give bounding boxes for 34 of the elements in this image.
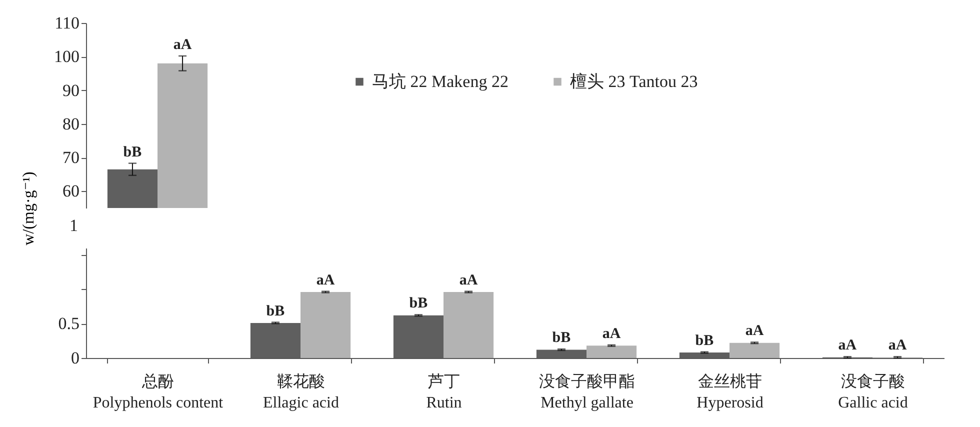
annotation: bB <box>552 330 571 346</box>
y-tick-label: 0.5 <box>58 314 80 334</box>
x-tick-label: 金丝桃苷 Hyperosid <box>696 372 764 412</box>
x-tick-label: 没食子酸 Gallic acid <box>838 372 908 412</box>
y-tick-label: 80 <box>62 114 80 134</box>
bar <box>300 292 351 358</box>
y-tick-label: 90 <box>62 80 80 100</box>
x-tick-label: 鞣花酸 Ellagic acid <box>263 372 339 412</box>
text: 1 <box>70 216 78 235</box>
legend-label: 檀头 23 Tantou 23 <box>570 72 698 91</box>
annotation: bB <box>695 332 714 349</box>
x-tick-label: 没食子酸甲酯 Methyl gallate <box>539 372 635 412</box>
annotation: bB <box>409 296 428 312</box>
legend-label: 马坑 22 Makeng 22 <box>372 72 508 91</box>
y-tick-label: 70 <box>62 148 80 168</box>
y-tick-label: 60 <box>62 182 80 201</box>
y-tick-label: 0 <box>71 348 80 368</box>
annotation: bB <box>266 303 285 320</box>
bar <box>586 346 637 358</box>
bar <box>444 292 494 358</box>
annotation: aA <box>173 36 192 53</box>
bar <box>730 342 780 358</box>
annotation: aA <box>838 338 857 354</box>
annotation: bB <box>123 144 142 160</box>
y-axis-title: w/(mg·g⁻¹) <box>20 172 38 246</box>
y-tick-label: 100 <box>54 47 80 66</box>
x-tick-label: 芦丁 Rutin <box>426 372 462 412</box>
annotation: aA <box>745 323 764 340</box>
x-tick-label: 总酚 Polyphenols content <box>92 372 224 412</box>
annotation: aA <box>602 326 621 342</box>
annotation: aA <box>888 338 907 354</box>
annotation: aA <box>316 272 335 288</box>
annotation: aA <box>459 272 478 288</box>
y-tick-label: 110 <box>54 14 80 32</box>
